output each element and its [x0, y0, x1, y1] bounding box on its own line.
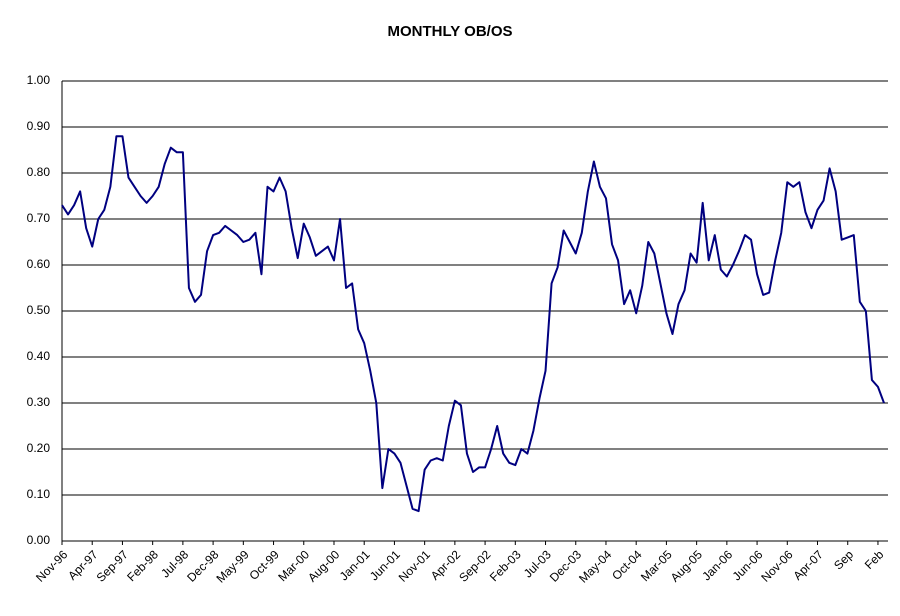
y-tick-label: 0.80 — [27, 165, 51, 179]
y-tick-label: 0.00 — [27, 533, 51, 547]
chart-title: MONTHLY OB/OS — [387, 23, 512, 40]
y-tick-label: 0.20 — [27, 441, 51, 455]
data-line — [61, 135, 885, 513]
y-tick-label: 0.30 — [27, 395, 51, 409]
y-tick-label: 0.70 — [27, 211, 51, 225]
y-tick-label: 0.60 — [27, 257, 51, 271]
y-tick-label: 1.00 — [27, 73, 51, 87]
y-tick-label: 0.90 — [27, 119, 51, 133]
y-tick-label: 0.40 — [27, 349, 51, 363]
y-tick-label: 0.10 — [27, 487, 51, 501]
y-tick-label: 0.50 — [27, 303, 51, 317]
